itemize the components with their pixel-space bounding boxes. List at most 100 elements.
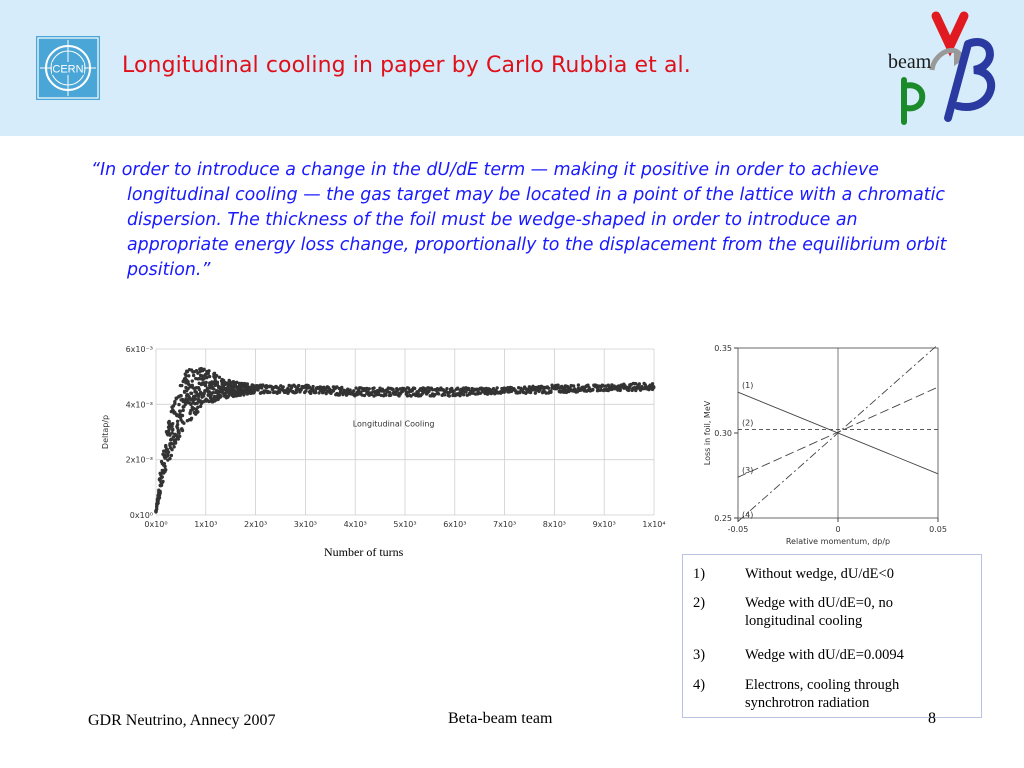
plot1-point [198,370,202,374]
plot1-point [180,413,185,418]
plot1-point [445,386,449,391]
legend-text: Wedge with dU/dE=0.0094 [745,647,904,663]
plot1-point [166,450,171,454]
plot1-point [172,445,176,449]
plot1-point [180,383,184,388]
plot1-point [389,393,393,397]
plot1-point [207,374,212,379]
plot1-point [212,394,217,399]
plot2-series-label: (2) [742,419,753,428]
plot1-xtick: 0x10⁰ [144,520,167,529]
plot1-point [442,393,447,397]
plot2-series-label: (1) [742,381,753,390]
plot1-point [186,379,190,384]
plot1-point [196,405,200,409]
plot1-xlabel: Number of turns [324,545,404,559]
plot2-xtick: 0.05 [929,525,947,534]
plot1-point [212,371,217,376]
plot1-point [229,382,233,386]
plot1-point [412,386,417,391]
slide-title: Longitudinal cooling in paper by Carlo R… [122,53,691,78]
plot1-point [628,385,632,390]
plot1-point [161,479,165,484]
page-number: 8 [928,710,936,727]
plot1-point [187,374,191,378]
beta-beam-logo: beam [884,10,1004,128]
plot1-point [158,489,162,494]
plot1-point [162,461,167,466]
plot1-point [201,374,205,378]
energy-loss-plot: (1) (2) (3) (4) -0.05 0 0.05 0.25 0.30 0.35 Rela… [703,344,947,546]
plot1-point [160,475,164,479]
plot1-point [167,427,171,431]
plot1-point [546,386,551,390]
plot1-ytick: 0x10⁰ [130,511,153,520]
plot1-point [528,390,533,395]
plot2-series-label: (3) [742,466,753,475]
plot1-xtick: 6x10³ [443,520,466,529]
plot1-point [558,390,563,394]
plot1-point [464,390,468,394]
plot1-point [297,383,301,388]
plot1-point [235,380,239,385]
plot1-point [169,453,174,458]
plot1-point [204,380,208,385]
plot1-point [634,381,638,386]
brand-text: beam [888,51,932,73]
plot1-point [452,389,456,393]
plot1-point [168,456,172,461]
plot1-point [299,388,303,392]
plot1-point [217,375,222,379]
plot1-point [203,383,208,388]
plot1-point [258,383,263,387]
plot1-point [461,393,466,397]
plot1-point [169,437,174,441]
legend-number: 4) [693,677,706,693]
plot1-point [259,386,264,390]
plot1-xtick: 8x10³ [543,520,566,529]
plot1-point [211,391,215,395]
plot1-point [166,453,170,458]
plot1-point [652,385,656,389]
plot1-point [178,409,183,414]
legend-text: Electrons, cooling through synchrotron r… [745,677,900,711]
plot1-point [189,416,194,421]
plot1-point [436,392,441,396]
plot1-point [410,389,414,393]
plot1-point [469,391,473,395]
plot1-point [576,383,581,387]
plot1-point [430,388,435,392]
plot1-point [307,385,312,389]
plot2-ytick: 0.30 [714,429,732,438]
plot1-point [313,389,318,394]
plot1-point [618,388,622,393]
plot1-point [187,395,192,400]
plot1-point [189,391,194,396]
plot1-xtick: 9x10³ [593,520,616,529]
plot1-point [207,369,211,373]
plot1-point [181,408,185,413]
plot1-xtick: 1x10⁴ [642,520,665,529]
plot1-point [198,404,203,409]
plot1-xtick: 1x10³ [194,520,217,529]
plot1-point [261,383,265,387]
plot1-points [154,366,656,514]
plot1-point [387,390,392,395]
plot2-ylabel: Loss in foil, MeV [703,400,712,465]
plot2-series-line [737,386,939,478]
plot1-point [212,387,216,391]
plot1-point [175,422,180,427]
plot1-point [559,384,564,389]
plot2-ytick: 0.35 [714,344,732,353]
plot1-point [591,387,595,392]
plot1-point [164,468,168,472]
plot1-point [173,402,177,406]
plot1-point [183,402,187,407]
plot2-series-line [737,344,939,522]
plot1-point [372,386,376,390]
plot1-point [549,389,553,393]
plot1-point [455,386,460,390]
plot1-point [185,370,190,374]
plot1-xtick: 4x10³ [344,520,367,529]
plot1-point [190,379,194,383]
